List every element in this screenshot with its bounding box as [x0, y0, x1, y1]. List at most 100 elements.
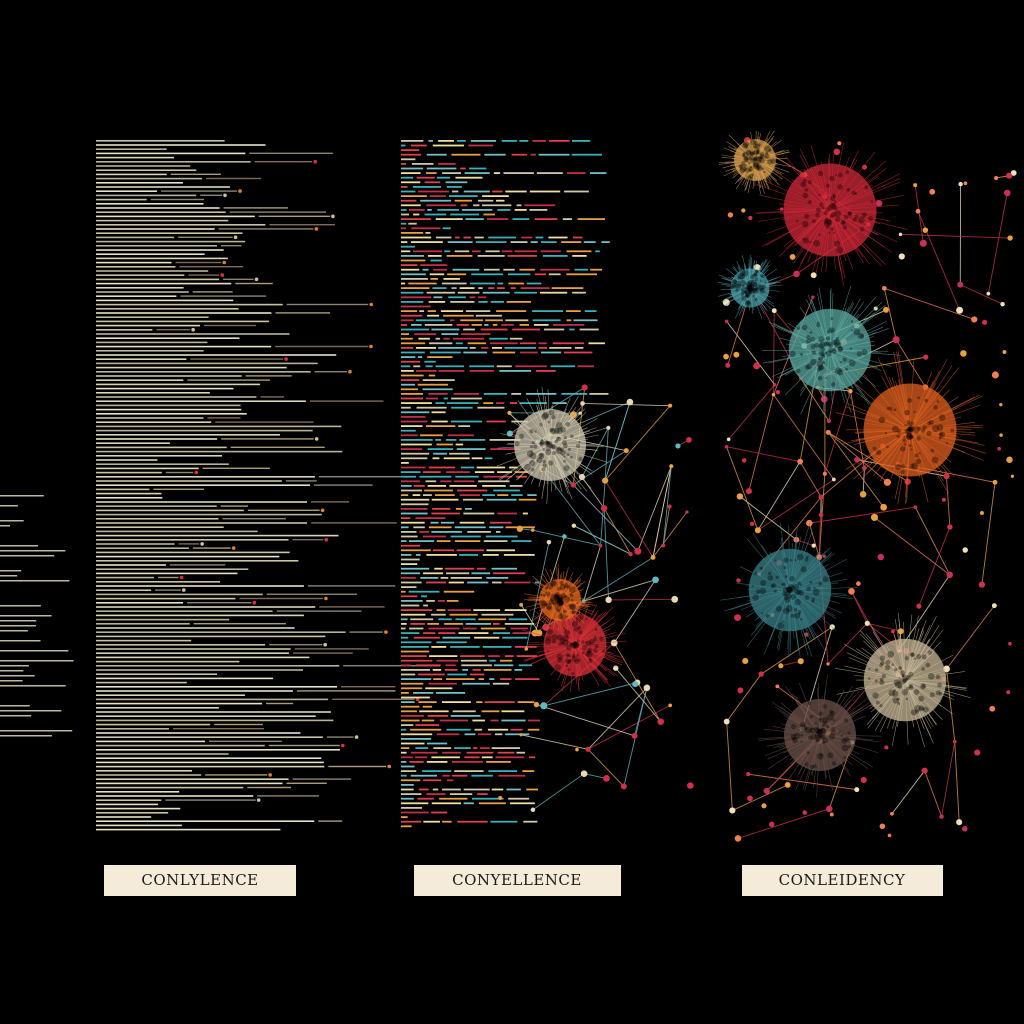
network-node	[671, 595, 679, 603]
code-line	[463, 802, 474, 805]
code-line	[401, 521, 425, 524]
code-line	[96, 253, 205, 255]
code-line	[427, 310, 437, 312]
code-line	[481, 613, 514, 616]
code-line	[540, 268, 570, 271]
code-line	[220, 245, 242, 247]
code-line	[96, 547, 189, 549]
code-line	[96, 732, 301, 734]
cluster-grain	[570, 598, 574, 602]
cluster-grain	[906, 428, 909, 432]
network-node	[741, 458, 747, 463]
cluster-grain	[815, 737, 821, 743]
cluster-grain	[539, 441, 545, 447]
cluster-grain	[818, 717, 822, 721]
cluster-grain	[935, 674, 941, 680]
code-line	[96, 203, 204, 205]
cluster-grain	[825, 341, 830, 346]
network-node	[643, 684, 651, 692]
cluster-grain	[563, 443, 568, 449]
cluster-grain	[823, 220, 830, 227]
code-line	[401, 581, 422, 584]
code-line	[96, 270, 209, 272]
code-line	[341, 686, 396, 688]
cluster-grain	[746, 284, 753, 292]
network-node	[921, 767, 928, 774]
cluster-grain	[799, 352, 804, 357]
cluster-grain	[572, 653, 576, 656]
code-line	[96, 543, 175, 545]
code-line	[96, 770, 192, 772]
network-node	[668, 703, 673, 708]
code-line	[538, 347, 548, 349]
code-line	[492, 682, 510, 685]
network-node	[875, 200, 883, 207]
code-line	[471, 572, 491, 575]
code-line	[490, 448, 521, 450]
code-line	[401, 383, 416, 386]
network-node	[793, 270, 800, 278]
code-line	[463, 498, 483, 501]
cluster-grain	[815, 739, 819, 743]
network-node	[761, 803, 767, 809]
cluster-grain	[884, 664, 891, 671]
network-node	[631, 732, 638, 739]
cluster-grain	[757, 143, 761, 147]
cluster-grain	[904, 674, 909, 680]
network-edge	[520, 604, 540, 634]
cluster-grain	[809, 764, 815, 770]
code-line	[401, 623, 407, 625]
code-line	[314, 484, 373, 486]
cluster-grain	[541, 412, 549, 420]
cluster-grain	[819, 727, 826, 734]
cluster-body	[734, 139, 776, 181]
cluster-grain	[740, 270, 746, 276]
code-line	[401, 360, 421, 363]
code-line	[96, 161, 251, 163]
code-line	[430, 278, 439, 280]
cluster-body	[783, 163, 877, 257]
cluster-grain	[562, 609, 567, 614]
code-line	[425, 480, 437, 483]
network-node	[825, 429, 831, 435]
code-line	[484, 153, 506, 156]
cluster-grain	[578, 456, 583, 462]
network-node	[992, 479, 998, 485]
code-line	[401, 618, 408, 621]
cluster-grain	[758, 156, 763, 160]
network-edge	[582, 403, 671, 407]
code-line	[417, 673, 445, 676]
cluster-grain	[901, 689, 909, 696]
cluster-grain	[814, 342, 820, 348]
cluster-grain	[578, 440, 581, 444]
code-line	[420, 264, 448, 266]
code-line	[96, 795, 254, 797]
cluster-grain	[741, 164, 747, 169]
cluster-grain	[817, 375, 823, 381]
code-line	[481, 756, 493, 759]
code-dot	[252, 600, 257, 605]
code-line	[424, 213, 447, 216]
code-line	[527, 728, 540, 731]
cluster-grain	[551, 634, 558, 641]
cluster-grain	[753, 288, 757, 292]
code-line	[447, 673, 467, 676]
cluster-grain	[813, 239, 821, 247]
cluster-grain	[850, 329, 854, 332]
code-line	[461, 664, 492, 667]
cluster-grain	[552, 594, 560, 601]
cluster-grain	[935, 690, 941, 696]
code-line	[96, 467, 199, 470]
code-line	[429, 273, 445, 276]
code-line	[455, 508, 462, 510]
code-line	[431, 811, 448, 814]
code-line	[96, 778, 289, 780]
cluster-grain	[794, 559, 797, 562]
code-line	[294, 648, 369, 650]
code-line	[483, 393, 508, 395]
network-node	[854, 787, 860, 793]
cluster-grain	[918, 695, 925, 702]
code-line	[416, 370, 437, 372]
code-line	[401, 204, 421, 207]
cluster-grain	[806, 751, 810, 755]
